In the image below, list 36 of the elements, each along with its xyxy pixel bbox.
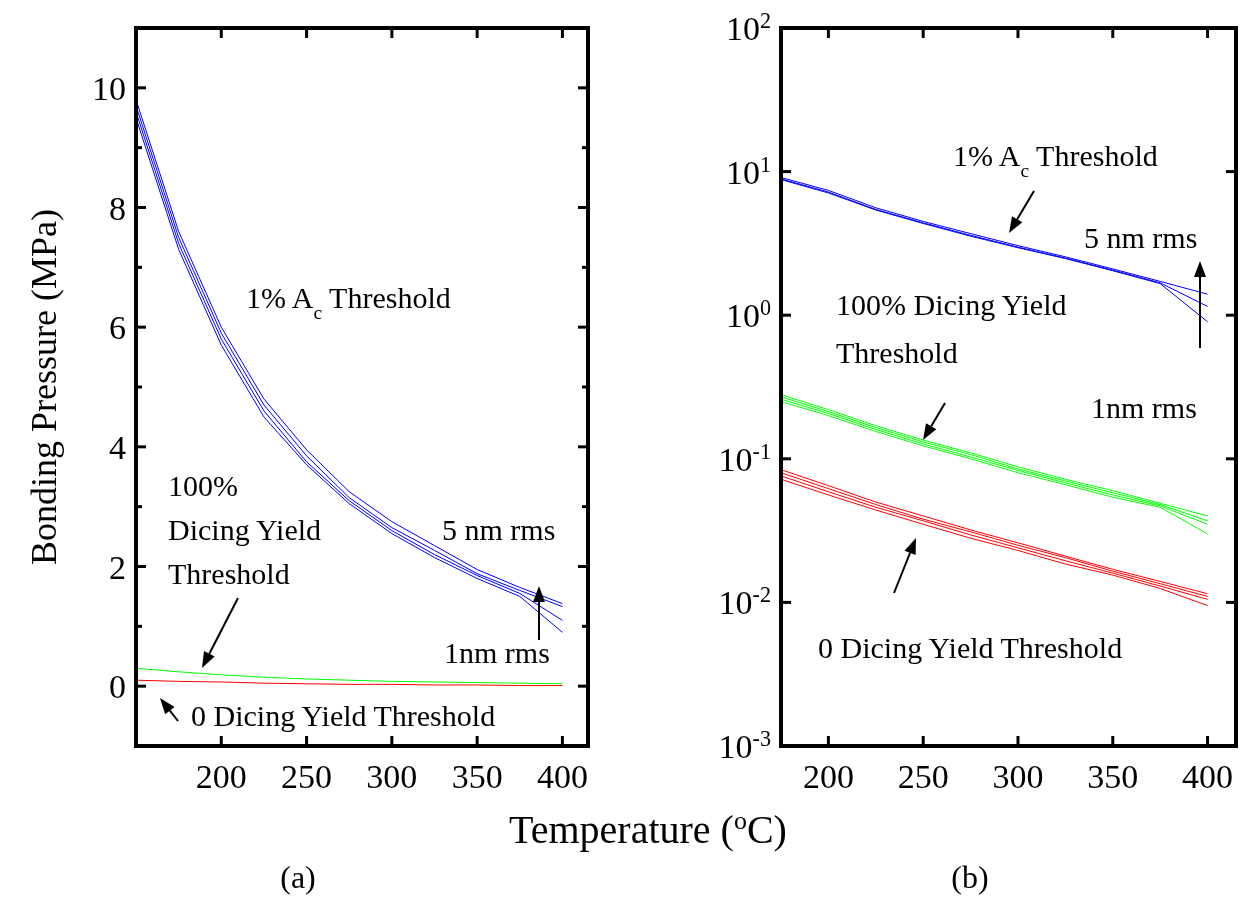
x-tick-label: 350 [451,758,503,795]
annotation: 100% Dicing Yield Threshold [836,288,1067,369]
x-tick-label: 400 [536,758,588,795]
y-tick-label: 10$^{2}$ [725,7,771,47]
x-tick-label: 250 [281,758,333,795]
x-tick-label: 400 [1182,758,1234,795]
y-tick-label: 10$^{-3}$ [718,725,771,765]
y-tick-label: 4 [109,428,126,466]
annotation: 0 Dicing Yield Threshold [818,631,1123,664]
y-tick-label: 2 [109,548,126,586]
x-tick-label: 200 [802,758,854,795]
annotation: 1nm rms [1091,391,1197,424]
y-tick-label: 0 [109,668,126,706]
x-tick-label: 300 [366,758,418,795]
x-tick-label: 350 [1087,758,1139,795]
text: (b) [951,859,989,895]
annotation: 1% A$_{c}$ Threshold [246,281,451,323]
text: (a) [280,859,316,895]
x-tick-label: 200 [195,758,247,795]
annotation: 1% A$_{c}$ Threshold [953,139,1158,181]
x-tick-label: 250 [897,758,949,795]
annotation: 5 nm rms [1084,221,1198,254]
x-tick-label: 300 [992,758,1044,795]
annotation: 0 Dicing Yield Threshold [191,699,496,732]
x-axis-title: Temperature ($^{o}$C) [509,805,787,852]
annotation: 5 nm rms [442,513,556,546]
annotation: 1nm rms [444,636,550,669]
y-tick-label: 10$^{1}$ [725,151,771,191]
y-tick-label: 10$^{0}$ [725,294,771,335]
annotation: 100% Dicing Yield Threshold [168,469,322,590]
y-tick-label: 8 [109,189,126,227]
y-tick-label: 6 [109,309,126,347]
y-tick-label: 10 [92,69,126,107]
y-axis-title: Bonding Pressure (MPa) [24,209,64,565]
y-tick-label: 10$^{-1}$ [718,438,771,478]
y-tick-label: 10$^{-2}$ [718,581,771,622]
